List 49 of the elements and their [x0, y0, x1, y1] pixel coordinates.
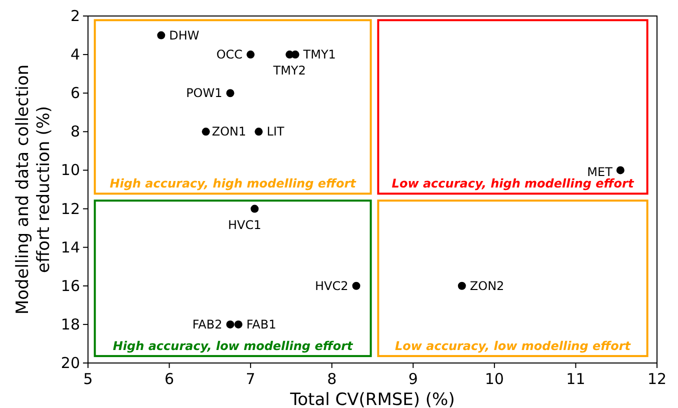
- y-tick-label: 2: [70, 7, 80, 25]
- x-axis-title: Total CV(RMSE) (%): [289, 390, 455, 408]
- series-label: FAB2: [192, 317, 222, 332]
- point: [250, 204, 259, 213]
- y-axis-title: Modelling and data collection effort reduction (%): [13, 64, 54, 315]
- series-label: LIT: [266, 124, 285, 139]
- y-tick-label: 12: [60, 200, 80, 218]
- point: [616, 166, 624, 174]
- x-tick-label: 8: [327, 370, 337, 388]
- point: [234, 320, 242, 328]
- x-tick-label: 12: [647, 370, 667, 388]
- annotation: Low accuracy, high modelling effort: [392, 176, 635, 191]
- y-tick-label: 20: [60, 354, 80, 372]
- series-label: DHW: [169, 28, 200, 42]
- point: [352, 282, 360, 290]
- series-label: ZON1: [212, 124, 246, 139]
- x-tick-label: 6: [164, 370, 174, 388]
- x-tick-label: 11: [566, 370, 586, 388]
- series-label: HVC1: [228, 218, 262, 232]
- series-label: ZON2: [470, 278, 504, 293]
- point: [291, 50, 300, 59]
- series-label: MET: [587, 165, 614, 180]
- point: [254, 128, 263, 136]
- series-label: HVC2: [314, 278, 348, 293]
- series-label: FAB1: [246, 317, 276, 332]
- annotation: Low accuracy, low modelling effort: [394, 339, 632, 354]
- y-tick-label: 10: [60, 161, 80, 180]
- y-tick-label: 16: [60, 276, 80, 295]
- y-tick-label: 8: [70, 122, 80, 141]
- point: [226, 89, 234, 98]
- annotation: High accuracy, low modelling effort: [112, 339, 354, 354]
- y-tick-label: 18: [60, 315, 80, 334]
- point: [246, 50, 255, 59]
- series-label: OCC: [216, 48, 243, 62]
- x-tick-label: 10: [484, 370, 504, 388]
- point: [202, 128, 210, 136]
- point: [458, 282, 466, 290]
- annotation: High accuracy, high modelling effort: [110, 176, 358, 191]
- x-tick-label: 7: [246, 370, 256, 388]
- x-tick-label: 5: [83, 370, 93, 388]
- y-tick-label: 14: [60, 238, 80, 256]
- point: [226, 320, 234, 328]
- point: [157, 31, 166, 40]
- x-tick-label: 9: [408, 370, 418, 388]
- series-label: TMY2: [272, 64, 306, 78]
- y-tick-label: 6: [70, 84, 80, 102]
- series-label: TMY1: [302, 48, 336, 62]
- series-label: POW1: [186, 86, 222, 100]
- y-tick-label: 4: [70, 46, 80, 64]
